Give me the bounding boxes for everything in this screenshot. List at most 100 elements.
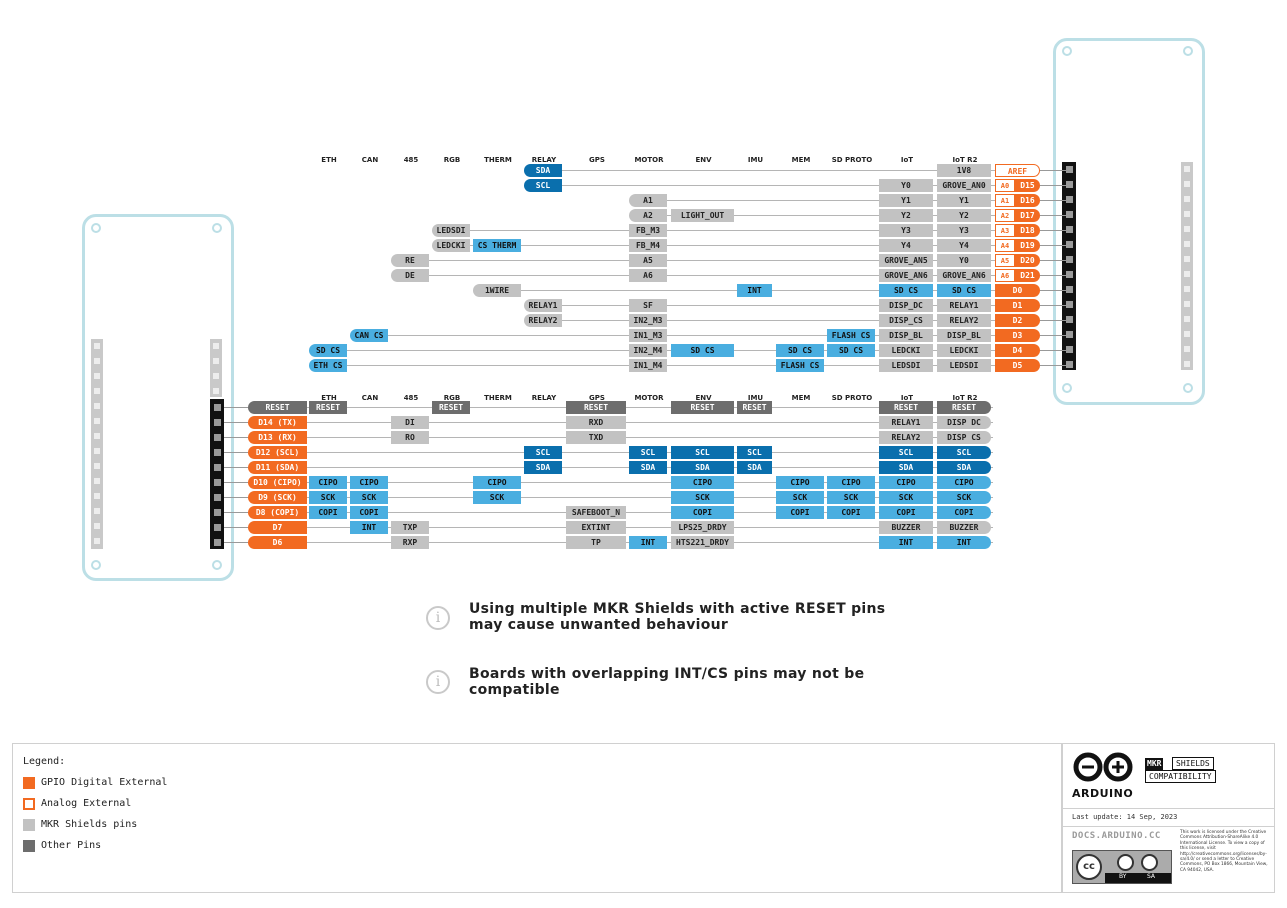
pin-stub — [1040, 290, 1066, 291]
pin-stub — [1040, 275, 1066, 276]
pin-label: SD CS — [671, 344, 734, 357]
pin-label: LPS25_DRDY — [671, 521, 734, 534]
pin-right — [1066, 196, 1073, 203]
note-int-cs: Boards with overlapping INT/CS pins may … — [469, 666, 865, 698]
pin-label: FB_M3 — [629, 224, 667, 237]
pin-label: CIPO — [937, 476, 991, 489]
pin-label: LIGHT_OUT — [671, 209, 734, 222]
pin-label: EXTINT — [566, 521, 626, 534]
pin-label: IN2_M4 — [629, 344, 667, 357]
tag-shields: SHIELDS — [1172, 757, 1214, 770]
connection-line — [629, 200, 1040, 201]
pin-label: IN1_M3 — [629, 329, 667, 342]
pin-left-unused — [94, 538, 100, 544]
pin-label: COPI — [879, 506, 933, 519]
column-header-relay: RELAY — [531, 394, 557, 402]
column-header-motor: MOTOR — [634, 156, 664, 164]
pin-label: FLASH CS — [827, 329, 875, 342]
pin-right — [1066, 286, 1073, 293]
pin-label: RELAY2 — [524, 314, 562, 327]
pin-label: RELAY1 — [879, 416, 933, 429]
pin-stub — [1040, 350, 1066, 351]
pin-label: SDA — [671, 461, 734, 474]
divider — [1063, 808, 1274, 809]
column-header-gps: GPS — [589, 156, 605, 164]
last-update: Last update: 14 Sep, 2023 — [1072, 813, 1178, 821]
pin-label: GROVE_AN0 — [937, 179, 991, 192]
pin-left-top — [213, 358, 219, 364]
pin-label: SCL — [879, 446, 933, 459]
pin-stub — [224, 467, 248, 468]
pin-label: Y2 — [937, 209, 991, 222]
pin-label: DISP_BL — [937, 329, 991, 342]
pin-right-unused — [1184, 211, 1190, 217]
mounting-hole — [1062, 383, 1072, 393]
arduino-logo-icon — [1073, 752, 1133, 782]
connection-line — [307, 497, 993, 498]
pin-left-top — [213, 343, 219, 349]
column-header-can: CAN — [361, 156, 379, 164]
pin-label: ETH CS — [309, 359, 347, 372]
board-pin-label: D7 — [248, 521, 307, 534]
pin-header-right-unused — [1181, 162, 1193, 370]
pin-stub — [224, 527, 248, 528]
pin-label: RESET — [879, 401, 933, 414]
pin-left-unused — [94, 358, 100, 364]
pin-label: RE — [391, 254, 429, 267]
pin-stub — [224, 437, 248, 438]
connection-line — [629, 215, 1040, 216]
pin-label: Y1 — [879, 194, 933, 207]
pin-left — [214, 404, 221, 411]
pin-label: COPI — [937, 506, 991, 519]
board-pin-label: D21 — [1015, 269, 1040, 282]
pin-right-unused — [1184, 226, 1190, 232]
pin-label: CIPO — [309, 476, 347, 489]
board-pin-label: D10 (CIPO) — [248, 476, 307, 489]
legend-swatch — [23, 777, 35, 789]
pin-label: FLASH CS — [776, 359, 824, 372]
pin-label: COPI — [776, 506, 824, 519]
pin-stub — [224, 482, 248, 483]
pin-label: Y0 — [879, 179, 933, 192]
board-pin-label: D11 (SDA) — [248, 461, 307, 474]
column-header-rgb: RGB — [443, 394, 461, 402]
pin-label: LEDSDI — [937, 359, 991, 372]
mounting-hole — [212, 560, 222, 570]
column-header-mem: MEM — [791, 394, 811, 402]
pin-left-unused — [94, 343, 100, 349]
pin-stub — [1040, 260, 1066, 261]
pin-right-unused — [1184, 241, 1190, 247]
pin-stub — [1040, 305, 1066, 306]
pin-label: SCK — [309, 491, 347, 504]
analog-pin-label: A2 — [995, 209, 1015, 222]
column-header-485: 485 — [403, 394, 419, 402]
pin-label: TXD — [566, 431, 626, 444]
pin-label: RELAY2 — [937, 314, 991, 327]
pin-label: SCK — [350, 491, 388, 504]
pin-right-unused — [1184, 286, 1190, 292]
pin-label: RESET — [309, 401, 347, 414]
pin-label: IN1_M4 — [629, 359, 667, 372]
column-header-iot-r2: IoT R2 — [952, 156, 978, 164]
pin-label: 1V8 — [937, 164, 991, 177]
board-pin-label: D12 (SCL) — [248, 446, 307, 459]
column-header-iot: IoT — [900, 156, 914, 164]
pin-header-right — [1062, 162, 1076, 370]
board-pin-label: D18 — [1015, 224, 1040, 237]
pin-right-unused — [1184, 181, 1190, 187]
pin-right-unused — [1184, 361, 1190, 367]
pin-label: Y3 — [879, 224, 933, 237]
pin-header-left-top — [210, 339, 222, 397]
pin-label: GROVE_AN6 — [879, 269, 933, 282]
cc-sa-label: SA — [1147, 873, 1156, 880]
analog-pin-label: A0 — [995, 179, 1015, 192]
pin-label: RXP — [391, 536, 429, 549]
column-header-relay: RELAY — [531, 156, 557, 164]
divider — [1063, 826, 1274, 827]
pin-label: SCL — [524, 446, 562, 459]
pin-label: RESET — [432, 401, 470, 414]
pin-stub — [1040, 185, 1066, 186]
board-pin-label: D1 — [995, 299, 1040, 312]
pin-label: TXP — [391, 521, 429, 534]
pin-label: SD CS — [937, 284, 991, 297]
